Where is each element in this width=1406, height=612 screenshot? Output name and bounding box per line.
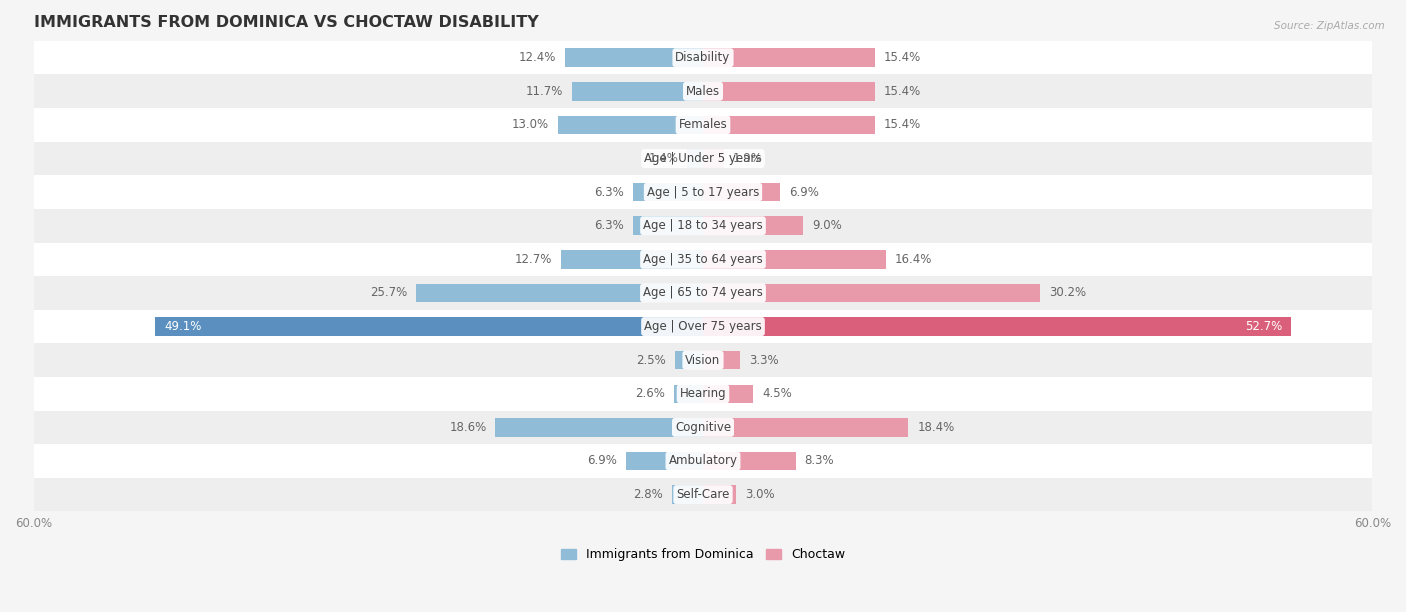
Bar [703,351,740,370]
Text: 3.3%: 3.3% [749,354,779,367]
Text: 1.9%: 1.9% [733,152,763,165]
Bar [495,418,703,436]
Text: 9.0%: 9.0% [813,219,842,232]
Bar [675,351,703,370]
Text: 12.7%: 12.7% [515,253,553,266]
Bar [688,149,703,168]
Bar [34,75,1372,108]
Bar [34,411,1372,444]
Bar [633,183,703,201]
Bar [34,310,1372,343]
Text: IMMIGRANTS FROM DOMINICA VS CHOCTAW DISABILITY: IMMIGRANTS FROM DOMINICA VS CHOCTAW DISA… [34,15,538,30]
Bar [34,276,1372,310]
Text: 6.9%: 6.9% [588,455,617,468]
Bar [673,384,703,403]
Bar [672,485,703,504]
Bar [34,175,1372,209]
Bar [34,41,1372,75]
Bar [703,485,737,504]
Bar [416,284,703,302]
Bar [34,142,1372,175]
Text: 6.3%: 6.3% [593,185,624,199]
Bar [703,217,803,235]
Bar [626,452,703,470]
Bar [34,377,1372,411]
Bar [703,418,908,436]
Text: Males: Males [686,85,720,98]
Bar [703,384,754,403]
Text: Hearing: Hearing [679,387,727,400]
Bar [558,116,703,134]
Text: 8.3%: 8.3% [804,455,834,468]
Bar [703,317,1291,336]
Text: Age | Over 75 years: Age | Over 75 years [644,320,762,333]
Text: 52.7%: 52.7% [1244,320,1282,333]
Bar [703,250,886,269]
Text: Self-Care: Self-Care [676,488,730,501]
Bar [703,82,875,100]
Text: 1.4%: 1.4% [648,152,679,165]
Bar [34,343,1372,377]
Text: 15.4%: 15.4% [884,118,921,132]
Bar [34,242,1372,276]
Bar [34,444,1372,478]
Bar [703,183,780,201]
Text: 18.6%: 18.6% [450,421,486,434]
Text: 6.3%: 6.3% [593,219,624,232]
Text: Age | 35 to 64 years: Age | 35 to 64 years [643,253,763,266]
Bar [703,116,875,134]
Bar [703,452,796,470]
Text: Source: ZipAtlas.com: Source: ZipAtlas.com [1274,21,1385,31]
Text: 49.1%: 49.1% [165,320,201,333]
Bar [703,149,724,168]
Bar [633,217,703,235]
Text: Disability: Disability [675,51,731,64]
Text: 6.9%: 6.9% [789,185,818,199]
Text: 13.0%: 13.0% [512,118,548,132]
Text: 11.7%: 11.7% [526,85,564,98]
Text: 25.7%: 25.7% [370,286,408,299]
Text: 4.5%: 4.5% [762,387,792,400]
Text: Age | 18 to 34 years: Age | 18 to 34 years [643,219,763,232]
Text: Age | 65 to 74 years: Age | 65 to 74 years [643,286,763,299]
Text: 2.6%: 2.6% [636,387,665,400]
Bar [565,48,703,67]
Text: 12.4%: 12.4% [519,51,555,64]
Bar [561,250,703,269]
Text: Age | 5 to 17 years: Age | 5 to 17 years [647,185,759,199]
Bar [703,48,875,67]
Text: 3.0%: 3.0% [745,488,775,501]
Legend: Immigrants from Dominica, Choctaw: Immigrants from Dominica, Choctaw [555,543,851,566]
Text: Vision: Vision [685,354,721,367]
Text: Females: Females [679,118,727,132]
Bar [34,478,1372,512]
Bar [155,317,703,336]
Text: 2.5%: 2.5% [637,354,666,367]
Text: Age | Under 5 years: Age | Under 5 years [644,152,762,165]
Text: Cognitive: Cognitive [675,421,731,434]
Bar [34,209,1372,242]
Text: 2.8%: 2.8% [633,488,662,501]
Text: 30.2%: 30.2% [1049,286,1085,299]
Text: Ambulatory: Ambulatory [668,455,738,468]
Text: 18.4%: 18.4% [917,421,955,434]
Bar [703,284,1040,302]
Bar [572,82,703,100]
Text: 16.4%: 16.4% [894,253,932,266]
Bar [34,108,1372,142]
Text: 15.4%: 15.4% [884,51,921,64]
Text: 15.4%: 15.4% [884,85,921,98]
